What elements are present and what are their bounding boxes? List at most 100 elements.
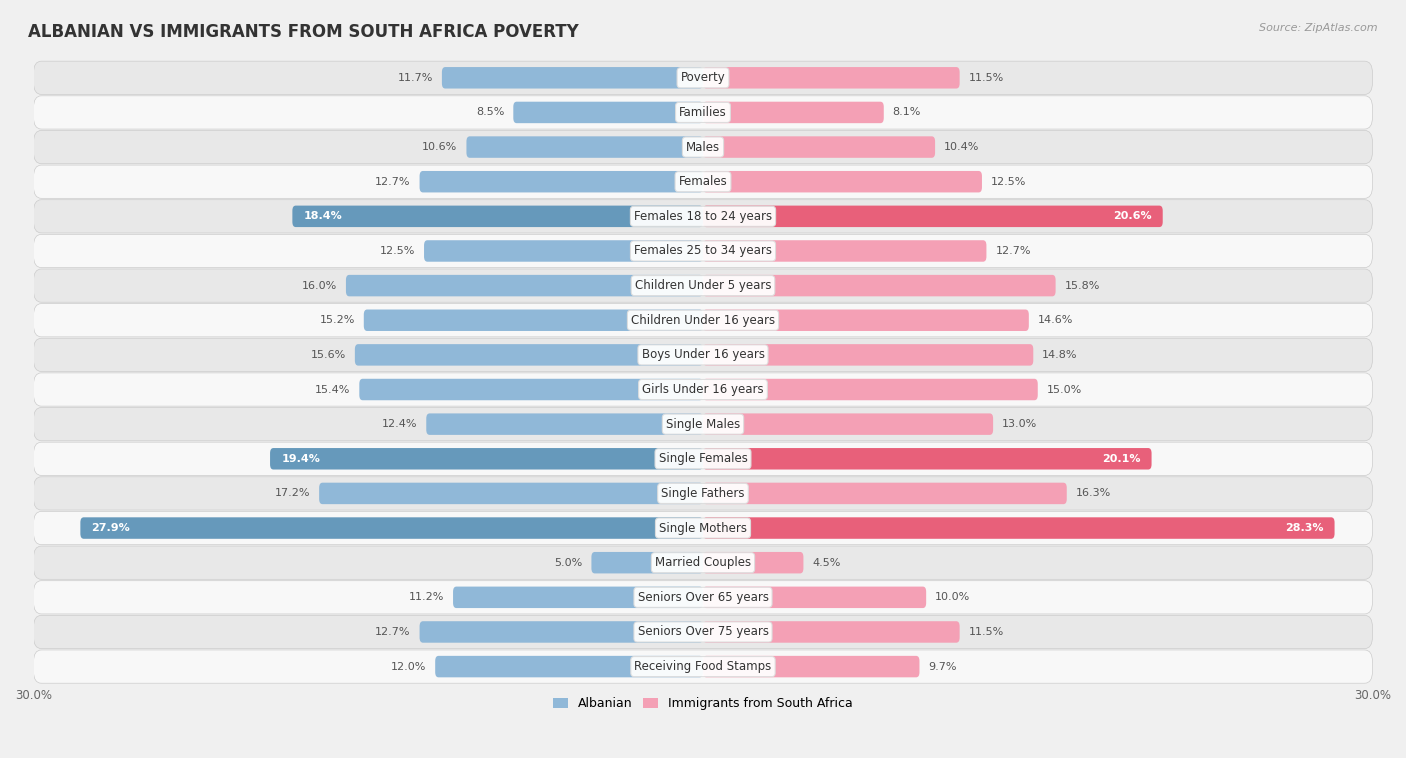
Text: 4.5%: 4.5% [813, 558, 841, 568]
FancyBboxPatch shape [34, 650, 1372, 683]
FancyBboxPatch shape [34, 373, 1372, 406]
FancyBboxPatch shape [34, 269, 1372, 302]
Text: 15.8%: 15.8% [1064, 280, 1099, 290]
Text: Seniors Over 65 years: Seniors Over 65 years [637, 590, 769, 604]
Text: 16.3%: 16.3% [1076, 488, 1111, 499]
FancyBboxPatch shape [354, 344, 703, 365]
Text: Married Couples: Married Couples [655, 556, 751, 569]
Text: 10.4%: 10.4% [943, 142, 980, 152]
FancyBboxPatch shape [703, 448, 1152, 469]
Text: 11.5%: 11.5% [969, 627, 1004, 637]
Text: Girls Under 16 years: Girls Under 16 years [643, 383, 763, 396]
Text: 10.6%: 10.6% [422, 142, 457, 152]
FancyBboxPatch shape [703, 483, 1067, 504]
Text: Males: Males [686, 140, 720, 154]
FancyBboxPatch shape [703, 344, 1033, 365]
FancyBboxPatch shape [34, 615, 1372, 649]
Text: 12.7%: 12.7% [375, 627, 411, 637]
FancyBboxPatch shape [34, 512, 1372, 545]
FancyBboxPatch shape [34, 130, 1372, 164]
Text: Boys Under 16 years: Boys Under 16 years [641, 349, 765, 362]
Text: 15.2%: 15.2% [319, 315, 354, 325]
Text: 27.9%: 27.9% [91, 523, 131, 533]
FancyBboxPatch shape [467, 136, 703, 158]
Text: Source: ZipAtlas.com: Source: ZipAtlas.com [1260, 23, 1378, 33]
FancyBboxPatch shape [364, 309, 703, 331]
FancyBboxPatch shape [419, 622, 703, 643]
FancyBboxPatch shape [703, 205, 1163, 227]
Text: Single Females: Single Females [658, 453, 748, 465]
Text: 14.6%: 14.6% [1038, 315, 1073, 325]
Text: 19.4%: 19.4% [281, 454, 321, 464]
FancyBboxPatch shape [34, 477, 1372, 510]
FancyBboxPatch shape [34, 165, 1372, 199]
Text: 9.7%: 9.7% [928, 662, 957, 672]
Text: 15.4%: 15.4% [315, 384, 350, 394]
Text: Females 25 to 34 years: Females 25 to 34 years [634, 245, 772, 258]
Text: Seniors Over 75 years: Seniors Over 75 years [637, 625, 769, 638]
Legend: Albanian, Immigrants from South Africa: Albanian, Immigrants from South Africa [548, 692, 858, 715]
FancyBboxPatch shape [34, 234, 1372, 268]
FancyBboxPatch shape [703, 587, 927, 608]
FancyBboxPatch shape [34, 338, 1372, 371]
Text: 16.0%: 16.0% [302, 280, 337, 290]
Text: Children Under 16 years: Children Under 16 years [631, 314, 775, 327]
Text: 15.0%: 15.0% [1046, 384, 1083, 394]
Text: 13.0%: 13.0% [1002, 419, 1038, 429]
FancyBboxPatch shape [425, 240, 703, 262]
Text: 11.7%: 11.7% [398, 73, 433, 83]
FancyBboxPatch shape [346, 275, 703, 296]
Text: 12.7%: 12.7% [375, 177, 411, 186]
Text: Receiving Food Stamps: Receiving Food Stamps [634, 660, 772, 673]
Text: 8.5%: 8.5% [477, 108, 505, 117]
Text: 17.2%: 17.2% [274, 488, 311, 499]
FancyBboxPatch shape [34, 61, 1372, 95]
FancyBboxPatch shape [426, 413, 703, 435]
Text: 10.0%: 10.0% [935, 592, 970, 603]
FancyBboxPatch shape [453, 587, 703, 608]
FancyBboxPatch shape [441, 67, 703, 89]
FancyBboxPatch shape [34, 546, 1372, 579]
Text: 12.5%: 12.5% [991, 177, 1026, 186]
Text: 5.0%: 5.0% [554, 558, 582, 568]
Text: 11.2%: 11.2% [409, 592, 444, 603]
FancyBboxPatch shape [703, 379, 1038, 400]
FancyBboxPatch shape [34, 408, 1372, 440]
FancyBboxPatch shape [703, 102, 884, 123]
Text: 20.1%: 20.1% [1102, 454, 1140, 464]
Text: 15.6%: 15.6% [311, 350, 346, 360]
Text: 12.0%: 12.0% [391, 662, 426, 672]
FancyBboxPatch shape [360, 379, 703, 400]
FancyBboxPatch shape [34, 96, 1372, 129]
FancyBboxPatch shape [703, 275, 1056, 296]
FancyBboxPatch shape [34, 304, 1372, 337]
FancyBboxPatch shape [703, 552, 803, 573]
Text: 12.7%: 12.7% [995, 246, 1031, 256]
FancyBboxPatch shape [34, 199, 1372, 233]
FancyBboxPatch shape [703, 309, 1029, 331]
FancyBboxPatch shape [419, 171, 703, 193]
Text: 12.5%: 12.5% [380, 246, 415, 256]
FancyBboxPatch shape [319, 483, 703, 504]
FancyBboxPatch shape [270, 448, 703, 469]
FancyBboxPatch shape [703, 240, 987, 262]
Text: 8.1%: 8.1% [893, 108, 921, 117]
FancyBboxPatch shape [436, 656, 703, 678]
FancyBboxPatch shape [703, 136, 935, 158]
Text: 18.4%: 18.4% [304, 211, 342, 221]
Text: Single Fathers: Single Fathers [661, 487, 745, 500]
FancyBboxPatch shape [703, 517, 1334, 539]
Text: 11.5%: 11.5% [969, 73, 1004, 83]
Text: Single Males: Single Males [666, 418, 740, 431]
Text: Children Under 5 years: Children Under 5 years [634, 279, 772, 292]
Text: 20.6%: 20.6% [1114, 211, 1152, 221]
Text: Families: Families [679, 106, 727, 119]
FancyBboxPatch shape [703, 622, 960, 643]
FancyBboxPatch shape [292, 205, 703, 227]
FancyBboxPatch shape [34, 442, 1372, 475]
Text: 12.4%: 12.4% [382, 419, 418, 429]
Text: Single Mothers: Single Mothers [659, 522, 747, 534]
Text: 14.8%: 14.8% [1042, 350, 1078, 360]
FancyBboxPatch shape [592, 552, 703, 573]
FancyBboxPatch shape [513, 102, 703, 123]
